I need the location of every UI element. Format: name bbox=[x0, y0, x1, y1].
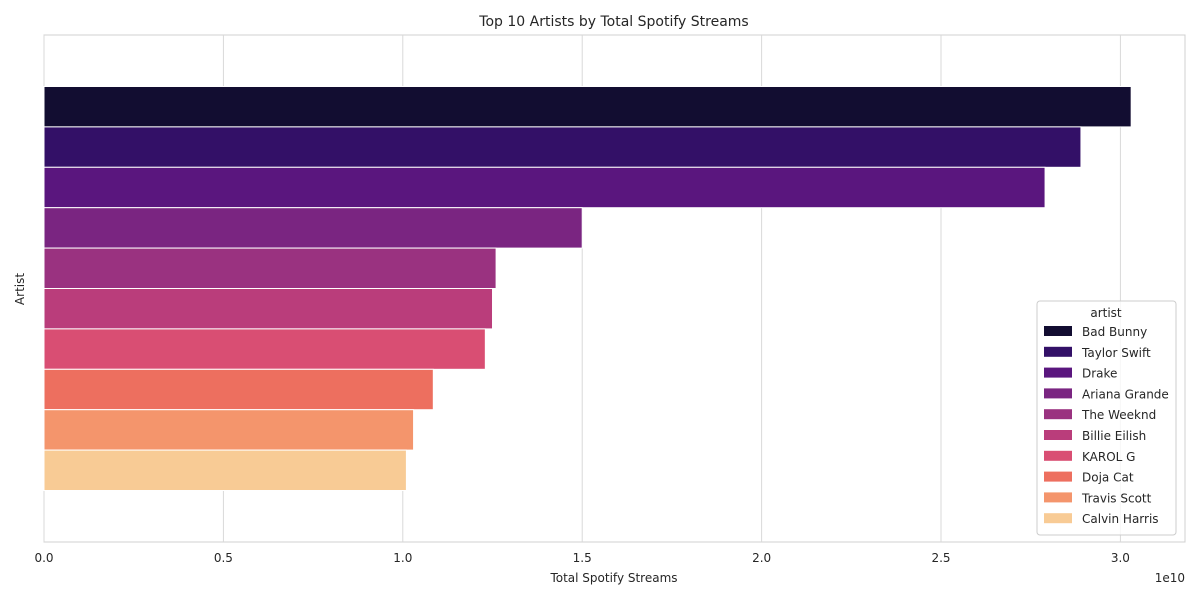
y-axis-label: Artist bbox=[13, 273, 27, 305]
x-tick-label: 2.0 bbox=[752, 551, 771, 565]
bar-drake bbox=[43, 166, 1046, 209]
legend-label: Calvin Harris bbox=[1082, 512, 1159, 526]
legend-title: artist bbox=[1090, 306, 1122, 320]
legend-swatch bbox=[1044, 346, 1072, 357]
legend-swatch bbox=[1044, 492, 1072, 503]
legend-swatch bbox=[1044, 471, 1072, 482]
x-tick-label: 0.0 bbox=[34, 551, 53, 565]
legend-swatch bbox=[1044, 450, 1072, 461]
x-tick-labels: 0.0 0.5 1.0 1.5 2.0 2.5 3.0 bbox=[34, 551, 1130, 565]
legend-label: Billie Eilish bbox=[1082, 429, 1146, 443]
legend: artist Bad Bunny Taylor Swift Drake Ariana … bbox=[1036, 300, 1177, 536]
legend-label: Travis Scott bbox=[1081, 491, 1152, 505]
legend-label: Doja Cat bbox=[1082, 471, 1134, 485]
chart-title: Top 10 Artists by Total Spotify Streams bbox=[478, 14, 748, 30]
legend-swatch bbox=[1044, 388, 1072, 399]
legend-label: Bad Bunny bbox=[1082, 325, 1147, 339]
x-axis-scale-label: 1e10 bbox=[1155, 571, 1185, 585]
x-tick-label: 2.5 bbox=[931, 551, 950, 565]
bar-bad-bunny bbox=[43, 86, 1132, 128]
x-tick-label: 1.0 bbox=[393, 551, 412, 565]
legend-swatch bbox=[1044, 367, 1072, 378]
bar-travis-scott bbox=[43, 409, 415, 451]
legend-label: Taylor Swift bbox=[1081, 346, 1151, 360]
bar-doja-cat bbox=[43, 368, 434, 411]
legend-label: Drake bbox=[1082, 367, 1117, 381]
bar-the-weeknd bbox=[43, 247, 497, 290]
legend-label: KAROL G bbox=[1082, 450, 1135, 464]
legend-items: Bad Bunny Taylor Swift Drake Ariana Grande T… bbox=[1044, 325, 1169, 526]
bar-ariana-grande bbox=[43, 207, 583, 249]
bar-calvin-harris bbox=[43, 449, 407, 492]
legend-swatch bbox=[1044, 326, 1072, 336]
legend-swatch bbox=[1044, 513, 1072, 524]
legend-swatch bbox=[1044, 409, 1072, 420]
x-tick-label: 3.0 bbox=[1111, 551, 1130, 565]
legend-swatch bbox=[1044, 430, 1072, 440]
legend-label: The Weeknd bbox=[1081, 408, 1156, 422]
bars bbox=[43, 86, 1132, 492]
bar-taylor-swift bbox=[43, 126, 1082, 168]
x-tick-label: 0.5 bbox=[214, 551, 233, 565]
x-tick-label: 1.5 bbox=[573, 551, 592, 565]
legend-label: Ariana Grande bbox=[1082, 387, 1169, 401]
x-axis-label: Total Spotify Streams bbox=[549, 571, 677, 585]
bar-karol-g bbox=[43, 328, 486, 370]
bar-billie-eilish bbox=[43, 288, 494, 330]
